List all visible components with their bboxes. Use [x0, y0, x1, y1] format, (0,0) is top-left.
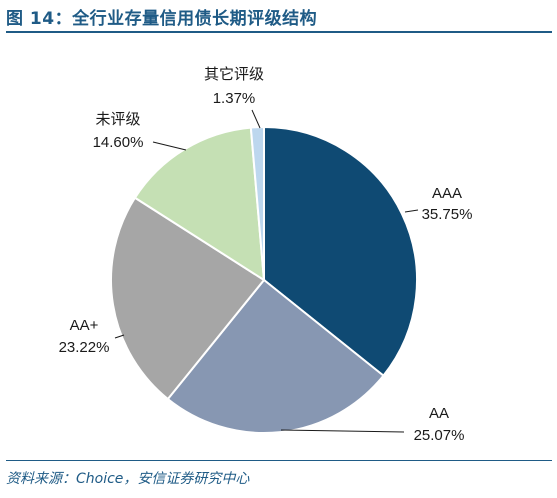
slice-category-label: AAA — [432, 185, 462, 202]
leader-line-5 — [251, 109, 261, 129]
pie-slice-4 — [133, 126, 266, 282]
figure-title: 图 14：全行业存量信用债长期评级结构 — [6, 9, 318, 29]
pie-slice-3 — [110, 196, 266, 401]
slice-value-label: 1.37% — [213, 90, 256, 107]
slice-category-label: 未评级 — [95, 111, 140, 128]
slice-value-label: 35.75% — [422, 206, 473, 223]
slice-category-label: AA+ — [70, 317, 99, 334]
pie-slice-1 — [263, 125, 418, 378]
source-divider — [6, 460, 552, 461]
slice-category-label: AA — [429, 405, 449, 422]
source-note: 资料来源：Choice，安信证券研究中心 — [6, 471, 250, 487]
pie-slice-2 — [166, 278, 385, 434]
slice-value-label: 23.22% — [59, 339, 110, 356]
slice-category-label: 其它评级 — [204, 65, 264, 83]
title-divider — [6, 31, 552, 33]
leader-line-4 — [152, 141, 187, 151]
leader-line-1 — [404, 209, 419, 213]
leader-line-2 — [280, 429, 405, 433]
leader-line-3 — [114, 334, 125, 339]
leader-lines — [114, 109, 419, 433]
slice-value-label: 25.07% — [414, 427, 465, 444]
pie-slices — [110, 125, 418, 434]
slice-labels: AAA 35.75% AA 25.07% AA+ 23.22% 未评级 14.60% 其它评级 1… — [59, 65, 473, 444]
slice-value-label: 14.60% — [93, 134, 144, 151]
pie-slice-5 — [249, 125, 265, 281]
